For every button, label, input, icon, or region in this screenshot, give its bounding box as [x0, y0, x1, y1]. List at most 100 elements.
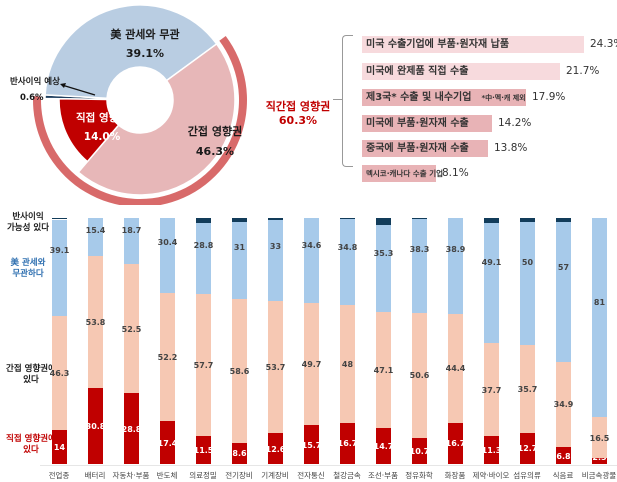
- breakdown-bar-value: 13.8%: [494, 142, 528, 154]
- bar-segment: 16.5: [590, 417, 609, 458]
- bar-segment-value: 11.5: [193, 445, 214, 455]
- bar-segment: 48: [340, 304, 355, 423]
- legend-direct: 직접 영향권에 있다: [6, 434, 56, 455]
- bar-segment: [484, 218, 499, 223]
- bar-segment: [556, 218, 571, 222]
- bar-segment-value: 38.9: [445, 244, 466, 254]
- stacked-bar: 17.4 52.2 30.4: [158, 218, 177, 464]
- bar-segment: 57: [556, 221, 571, 362]
- bar-segment: 53.7: [266, 300, 285, 434]
- donut-label-benefit: 반사이익 예상 0.6%: [10, 77, 60, 103]
- bar-segment: 47.1: [374, 311, 393, 428]
- bar-segment: 34.8: [338, 219, 357, 305]
- breakdown-bar-label: 미국 수출기업에 부품·원자재 납품: [366, 39, 510, 50]
- x-axis-label: 전자통신: [297, 471, 325, 480]
- bar-segment: 57.7: [194, 293, 213, 436]
- bar-segment: 38.3: [410, 219, 429, 314]
- bar-segment-value: 57.7: [193, 360, 214, 370]
- stacked-bar: 16.7 48 34.8: [338, 218, 357, 464]
- stacked-bar: 12.7 35.7 50: [518, 218, 537, 464]
- stacked-bar: 14.7 47.1 35.3: [374, 218, 393, 464]
- bar-segment-value: 16.7: [445, 439, 466, 449]
- bar-segment: 14: [52, 429, 67, 464]
- bar-segment-value: 33: [269, 241, 282, 251]
- stacked-bar: 8.6 58.6 31: [230, 218, 249, 464]
- x-axis-label: 섬유의류: [513, 471, 541, 480]
- bar-segment: 28.8: [122, 393, 141, 464]
- bar-segment: 49.7: [302, 303, 321, 426]
- bar-segment-value: 12.7: [517, 444, 538, 454]
- bar-segment-value: 16.7: [337, 439, 358, 449]
- arrow-icon: [61, 84, 96, 96]
- bar-segment: 52.5: [122, 264, 141, 394]
- bar-segment-value: 30.8: [85, 422, 106, 432]
- bar-segment: 17.4: [158, 421, 177, 464]
- bar-segment: [520, 218, 535, 222]
- bar-segment-value: 39.1: [49, 246, 70, 256]
- donut-segment-direct: [58, 97, 120, 163]
- bar-segment-value: 58.6: [229, 366, 250, 376]
- x-axis-label: 조선·부품: [368, 471, 398, 480]
- bar-segment-value: 35.3: [373, 248, 394, 258]
- bar-segment: 44.4: [446, 313, 465, 423]
- bar-segment: 37.7: [482, 343, 501, 437]
- x-axis-label: 의료정밀: [189, 471, 217, 480]
- bar-segment-value: 17.4: [157, 438, 178, 448]
- breakdown-bar: 중국에 부품·원자재 수출 13.8%: [362, 140, 527, 157]
- bar-segment: 33: [268, 219, 283, 301]
- breakdown-bar-label: 멕시코·캐나다 수출 기업: [366, 169, 444, 178]
- bar-segment: [268, 218, 283, 220]
- stacked-bar: 12.6 53.7 33: [266, 218, 285, 464]
- donut-label-unrelated: 美 관세와 무관 39.1%: [110, 28, 180, 60]
- bar-segment-value: 15.7: [301, 440, 322, 450]
- bar-segment: 6.8: [556, 447, 571, 464]
- stacked-bar: 16.7 44.4 38.9: [446, 218, 465, 464]
- bar-segment-value: 49.1: [481, 257, 502, 267]
- breakdown-bar-label: 중국에 부품·원자재 수출: [366, 143, 469, 154]
- x-axis-label: 식음료: [552, 471, 574, 480]
- breakdown-bar-label: 미국에 완제품 직접 수출: [366, 66, 469, 77]
- bar-segment: 35.3: [374, 225, 393, 312]
- breakdown-bar-value: 24.3%: [590, 38, 617, 50]
- bar-segment: 16.7: [446, 422, 465, 464]
- bar-segment: 50: [520, 221, 535, 345]
- breakdown-bar: 미국 수출기업에 부품·원자재 납품 24.3%: [362, 36, 617, 53]
- bar-segment-value: 50.6: [409, 371, 430, 381]
- bar-segment: 12.6: [266, 433, 285, 464]
- bar-segment-value: 34.8: [337, 242, 358, 252]
- bar-segment: 31: [232, 222, 247, 299]
- donut-chart: [33, 4, 247, 205]
- bracket: [342, 35, 353, 167]
- breakdown-bar-value: 17.9%: [532, 91, 566, 103]
- stacked-bar: 28.8 52.5 18.7: [122, 218, 141, 464]
- bar-segment-value: 53.8: [85, 318, 106, 328]
- bar-segment: [340, 218, 355, 220]
- breakdown-bar-label: 제3국* 수출 및 내수기업 *中·멕·캐 제외: [366, 92, 526, 103]
- bar-segment-value: 34.6: [301, 241, 322, 251]
- x-axis-label: 철강금속: [333, 471, 361, 480]
- bar-segment-value: 48: [341, 359, 354, 369]
- x-axis-label: 기계장비: [261, 471, 289, 480]
- bracket-tick: [333, 99, 343, 100]
- bar-segment-value: 35.7: [517, 384, 538, 394]
- stacked-bar: 30.8 53.8 15.4: [86, 218, 105, 464]
- x-axis-label: 전기장비: [225, 471, 253, 480]
- bar-segment: 38.9: [446, 218, 465, 314]
- bar-segment: 10.7: [410, 437, 429, 464]
- bar-segment: 50.6: [410, 313, 429, 438]
- bar-segment-value: 15.4: [85, 226, 106, 236]
- breakdown-bar-value: 14.2%: [498, 117, 532, 129]
- bar-segment-value: 50: [521, 257, 534, 267]
- bar-segment-value: 34.9: [553, 400, 574, 410]
- bar-segment: 30.4: [158, 218, 177, 293]
- bar-segment: 18.7: [122, 218, 141, 265]
- bar-segment: 81: [592, 218, 607, 418]
- bar-segment: 53.8: [86, 255, 105, 389]
- outer-ring-label: 직간접 영향권 60.3%: [265, 100, 331, 127]
- bar-segment: 8.6: [232, 442, 247, 464]
- bar-segment-value: 28.8: [193, 241, 214, 251]
- bar-segment-value: 47.1: [373, 365, 394, 375]
- bar-segment: 11.3: [482, 436, 501, 464]
- bar-segment: 15.7: [302, 425, 321, 464]
- bar-segment-value: 46.3: [49, 368, 70, 378]
